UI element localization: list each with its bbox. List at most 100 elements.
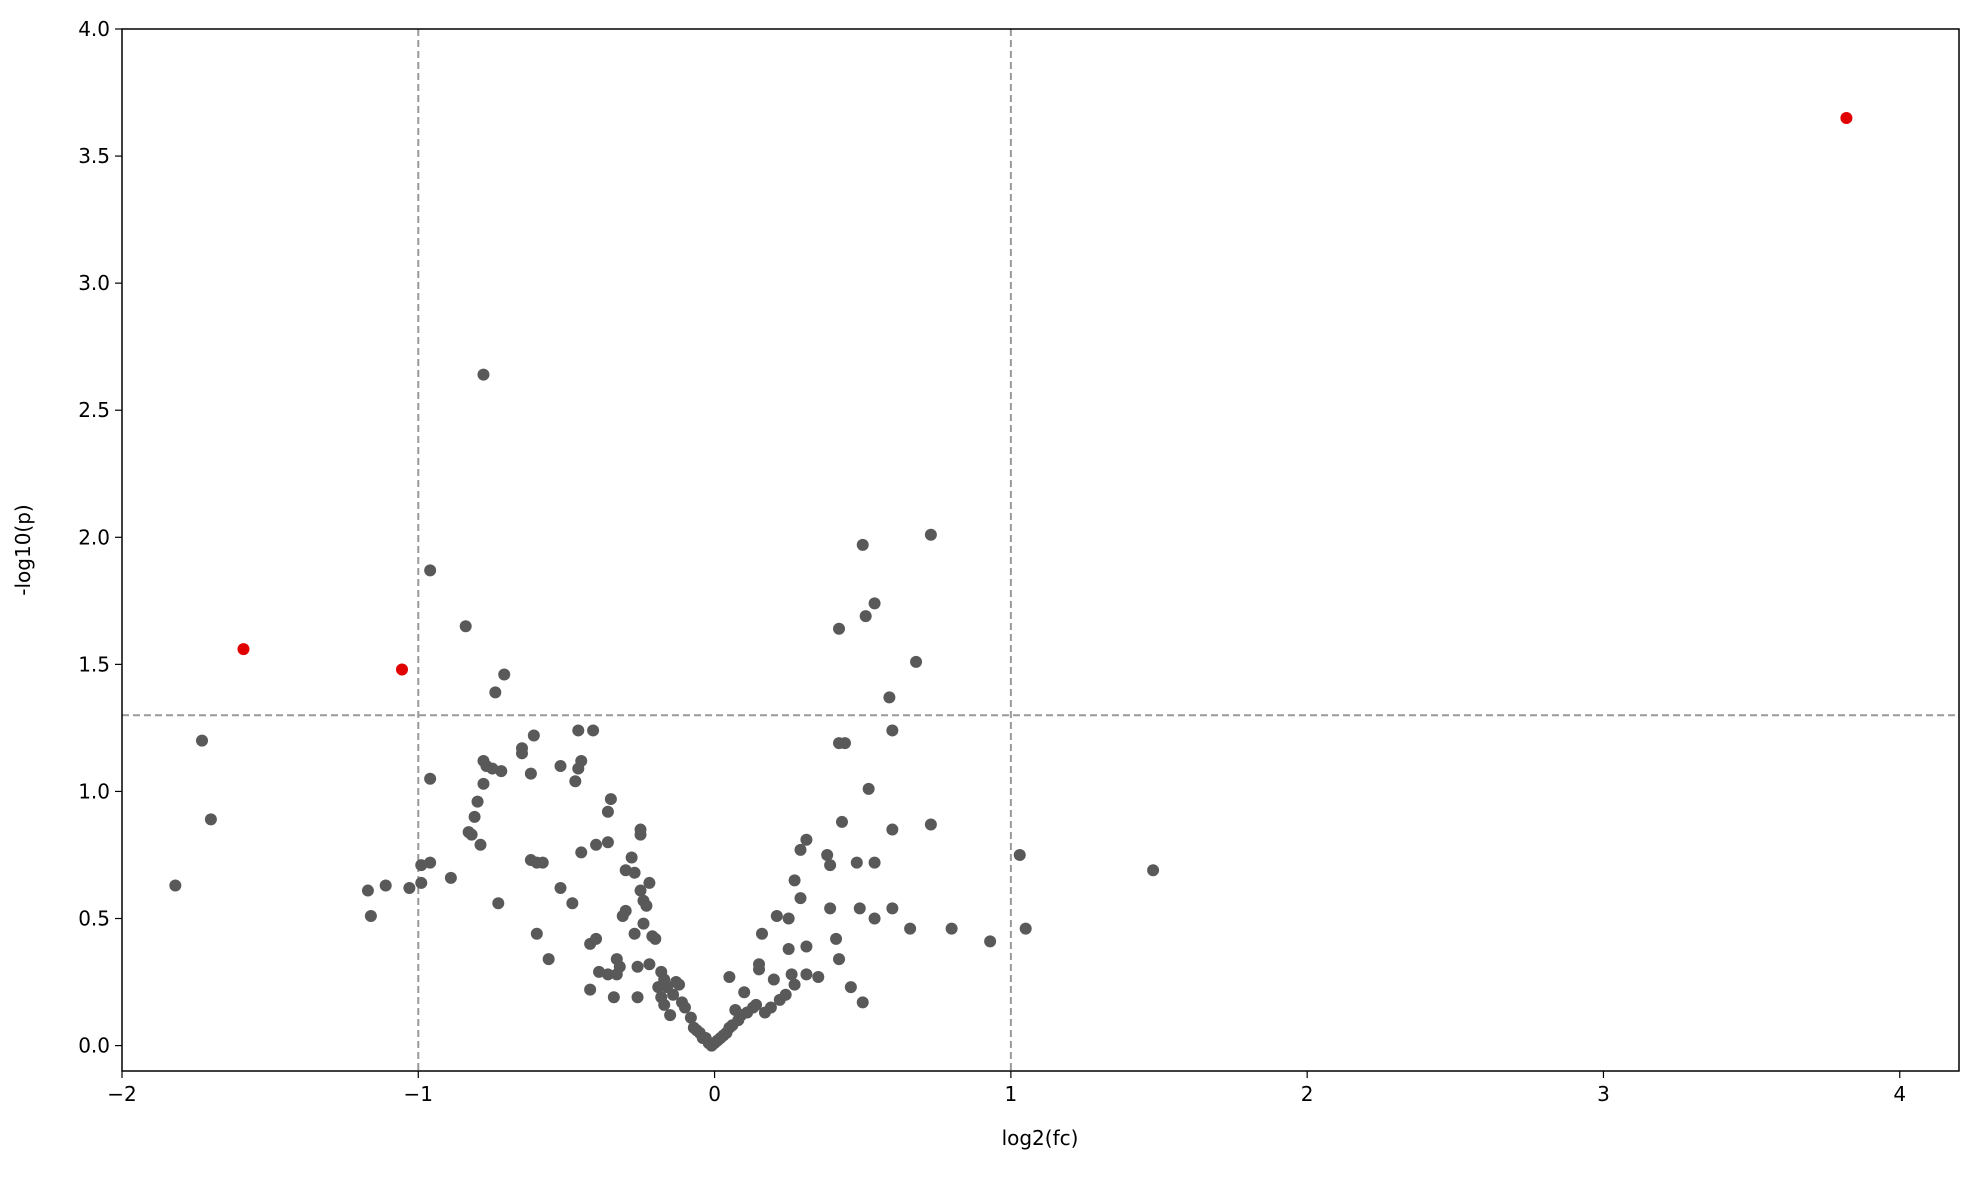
point [524, 767, 537, 780]
point [634, 828, 647, 841]
point [474, 838, 487, 851]
point [625, 851, 638, 864]
point [850, 856, 863, 869]
x-tick-label: 3 [1597, 1082, 1610, 1106]
point [361, 884, 374, 897]
point [590, 932, 603, 945]
point [886, 823, 899, 836]
point [628, 927, 641, 940]
point [833, 953, 846, 966]
point [554, 882, 567, 895]
point [619, 904, 632, 917]
point [838, 737, 851, 750]
point [673, 978, 686, 991]
point [800, 833, 813, 846]
y-tick-label: 2.0 [78, 525, 110, 549]
point [587, 724, 600, 737]
point [527, 729, 540, 742]
y-tick-label: 4.0 [78, 17, 110, 41]
point [794, 892, 807, 905]
point [637, 917, 650, 930]
point [237, 643, 250, 656]
point [492, 897, 505, 910]
point [601, 968, 614, 981]
point [204, 813, 217, 826]
x-tick-label: 2 [1301, 1082, 1314, 1106]
point [738, 986, 751, 999]
y-tick-label: 3.0 [78, 271, 110, 295]
point [628, 866, 641, 879]
point [779, 988, 792, 1001]
point [785, 968, 798, 981]
point [424, 856, 437, 869]
y-axis-label: -log10(p) [11, 504, 35, 595]
point [364, 909, 377, 922]
point [424, 772, 437, 785]
point [830, 932, 843, 945]
point [575, 846, 588, 859]
point [444, 871, 457, 884]
point [667, 988, 680, 1001]
point [856, 996, 869, 1009]
point [753, 958, 766, 971]
point [631, 991, 644, 1004]
point [495, 765, 508, 778]
point [788, 874, 801, 887]
point [1013, 848, 1026, 861]
point [498, 668, 511, 681]
point [649, 932, 662, 945]
point [477, 368, 490, 381]
point [395, 663, 408, 676]
point [868, 856, 881, 869]
point [601, 836, 614, 849]
point [169, 879, 182, 892]
point [904, 922, 917, 935]
point [415, 876, 428, 889]
x-tick-label: 1 [1005, 1082, 1018, 1106]
point [459, 620, 472, 633]
point [566, 897, 579, 910]
y-tick-label: 2.5 [78, 398, 110, 422]
point [678, 1001, 691, 1014]
point [767, 973, 780, 986]
point [782, 943, 795, 956]
point [471, 795, 484, 808]
point [764, 1001, 777, 1014]
point [788, 978, 801, 991]
point [856, 538, 869, 551]
point [1840, 111, 1853, 124]
point [868, 597, 881, 610]
point [824, 902, 837, 915]
point [750, 998, 763, 1011]
point [684, 1011, 697, 1024]
point [468, 810, 481, 823]
point [924, 528, 937, 541]
point [403, 882, 416, 895]
point [575, 754, 588, 767]
point [859, 610, 872, 623]
point [515, 742, 528, 755]
y-tick-label: 1.0 [78, 779, 110, 803]
point [755, 927, 768, 940]
point [868, 912, 881, 925]
point [569, 775, 582, 788]
point [862, 782, 875, 795]
point [554, 760, 567, 773]
point [886, 724, 899, 737]
point [833, 622, 846, 635]
point [800, 940, 813, 953]
point [640, 899, 653, 912]
plot-frame [121, 28, 1960, 1072]
point [658, 998, 671, 1011]
point [489, 686, 502, 699]
point [984, 935, 997, 948]
x-tick-label: −2 [107, 1082, 136, 1106]
point [770, 909, 783, 922]
point [723, 970, 736, 983]
point [664, 1009, 677, 1022]
point [643, 876, 656, 889]
y-tick-label: 0.0 [78, 1034, 110, 1058]
point [465, 828, 478, 841]
point [610, 968, 623, 981]
